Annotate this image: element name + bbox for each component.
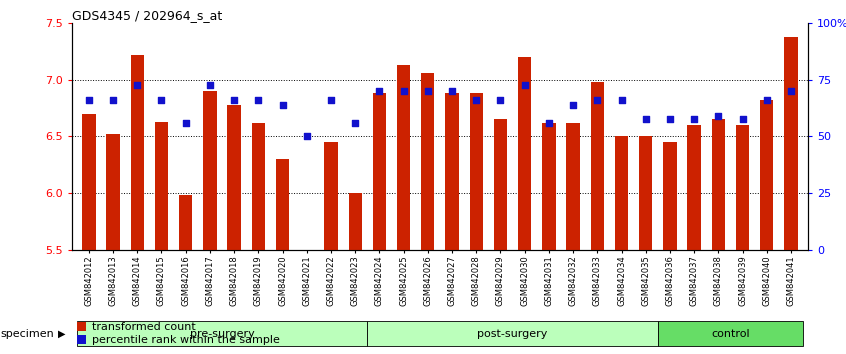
Bar <box>373 93 386 250</box>
Point <box>518 82 531 88</box>
Point <box>130 82 144 88</box>
Point <box>736 116 750 122</box>
Bar <box>518 57 531 250</box>
Point <box>687 116 700 122</box>
Bar <box>663 142 677 250</box>
Point <box>397 88 410 94</box>
Bar <box>591 82 604 250</box>
Bar <box>179 195 192 250</box>
Point <box>421 88 435 94</box>
Point <box>300 133 314 139</box>
Bar <box>251 123 265 250</box>
FancyBboxPatch shape <box>658 321 803 346</box>
Bar <box>688 125 700 250</box>
Point <box>107 97 120 103</box>
Point <box>760 97 773 103</box>
Point <box>470 97 483 103</box>
Bar <box>639 136 652 250</box>
Bar <box>228 104 241 250</box>
Bar <box>736 125 750 250</box>
Point <box>276 102 289 107</box>
Point <box>445 88 459 94</box>
Point <box>179 120 193 126</box>
Point <box>155 97 168 103</box>
Bar <box>445 93 459 250</box>
Bar <box>494 119 507 250</box>
Text: pre-surgery: pre-surgery <box>190 329 255 339</box>
Point <box>639 116 652 122</box>
Point <box>324 97 338 103</box>
Bar <box>784 36 798 250</box>
Bar <box>82 114 96 250</box>
FancyBboxPatch shape <box>77 321 367 346</box>
Bar <box>276 159 289 250</box>
Point <box>82 97 96 103</box>
Text: GDS4345 / 202964_s_at: GDS4345 / 202964_s_at <box>72 9 222 22</box>
Point <box>542 120 556 126</box>
Bar <box>155 121 168 250</box>
Bar <box>567 123 580 250</box>
Bar <box>470 93 483 250</box>
Point <box>663 116 677 122</box>
Point <box>711 113 725 119</box>
Point <box>203 82 217 88</box>
Point <box>591 97 604 103</box>
FancyBboxPatch shape <box>367 321 658 346</box>
Text: control: control <box>711 329 750 339</box>
Bar <box>203 91 217 250</box>
Legend: transformed count, percentile rank within the sample: transformed count, percentile rank withi… <box>78 322 280 346</box>
Bar <box>711 119 725 250</box>
Point <box>349 120 362 126</box>
Point <box>494 97 508 103</box>
Text: post-surgery: post-surgery <box>477 329 547 339</box>
Bar <box>349 193 362 250</box>
Bar <box>421 73 435 250</box>
Point <box>228 97 241 103</box>
Point <box>784 88 798 94</box>
Bar <box>324 142 338 250</box>
Bar <box>130 55 144 250</box>
Text: specimen: specimen <box>1 329 55 339</box>
Text: ▶: ▶ <box>58 329 65 339</box>
Bar <box>542 123 556 250</box>
Point <box>615 97 629 103</box>
Point <box>566 102 580 107</box>
Point <box>372 88 386 94</box>
Bar <box>760 100 773 250</box>
Bar <box>107 134 120 250</box>
Bar <box>397 65 410 250</box>
Point <box>251 97 265 103</box>
Bar <box>615 136 629 250</box>
